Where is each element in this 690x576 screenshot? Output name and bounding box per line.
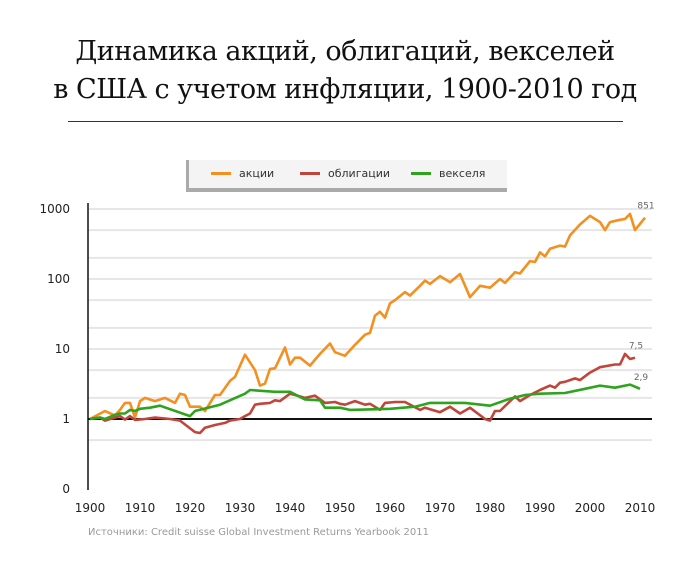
chart-title-line-2: в США с учетом инфляции, 1900-2010 год <box>53 74 637 105</box>
legend-item-stocks: акции <box>211 167 274 180</box>
x-tick-label: 2010 <box>625 501 656 515</box>
x-tick-label: 1970 <box>425 501 456 515</box>
x-tick-label: 1930 <box>225 501 256 515</box>
x-tick-label: 1980 <box>475 501 506 515</box>
end-value-label: 2,9 <box>634 373 649 383</box>
y-tick-label: 10 <box>55 342 70 356</box>
legend-item-bonds: облигации <box>300 167 390 180</box>
y-tick-label: 1 <box>62 412 70 426</box>
y-tick-label: 0 <box>62 482 70 496</box>
x-tick-label: 1920 <box>175 501 206 515</box>
legend-swatch-stocks <box>211 172 231 175</box>
legend-swatch-bills <box>411 172 431 175</box>
legend-label-bills: векселя <box>439 167 486 180</box>
y-tick-label: 100 <box>47 272 70 286</box>
series-line-2 <box>89 383 641 421</box>
title-divider <box>68 121 623 122</box>
x-tick-label: 1950 <box>325 501 356 515</box>
source-note: Источники: Credit suisse Global Investme… <box>88 527 429 538</box>
x-tick-label: 1900 <box>75 501 106 515</box>
chart-title-line-1: Динамика акций, облигаций, векселей <box>75 36 615 67</box>
legend-item-bills: векселя <box>411 167 485 180</box>
legend-label-stocks: акции <box>239 167 275 180</box>
x-tick-label: 1940 <box>275 501 306 515</box>
x-tick-label: 1960 <box>375 501 406 515</box>
y-tick-label: 1000 <box>39 202 70 216</box>
end-value-label: 851 <box>637 202 654 212</box>
legend-swatch-bonds <box>300 172 320 175</box>
series-line-0 <box>89 212 647 421</box>
x-tick-label: 1910 <box>125 501 156 515</box>
x-tick-label: 1990 <box>525 501 556 515</box>
end-value-label: 7,5 <box>629 342 643 352</box>
legend: акции облигации векселя <box>186 160 507 192</box>
series-line-1 <box>89 352 636 435</box>
x-tick-label: 2000 <box>575 501 606 515</box>
legend-label-bonds: облигации <box>328 167 390 180</box>
